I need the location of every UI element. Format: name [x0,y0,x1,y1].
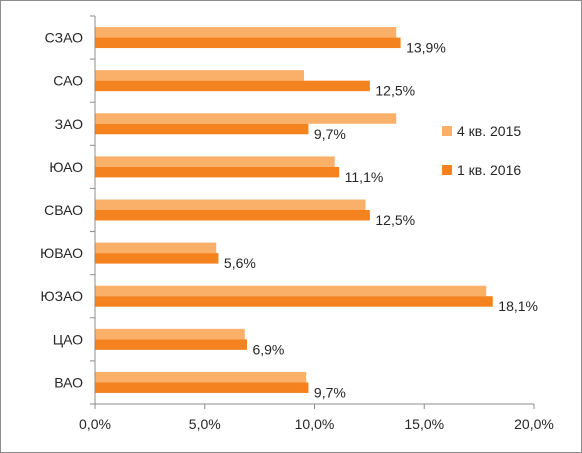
bar-q4-2015 [95,371,307,383]
x-tick-label: 15,0% [404,416,444,432]
legend-swatch [442,165,452,175]
legend-swatch [442,126,452,136]
bar-q4-2015 [95,199,366,210]
data-label: 5,6% [224,255,256,271]
legend-label: 1 кв. 2016 [457,162,521,178]
category-label: САО [53,73,83,89]
bar-q1-2016 [95,339,247,350]
category-label: СВАО [44,202,83,218]
bar-q1-2016 [95,37,401,49]
category-label: ЮЗАО [40,288,83,304]
data-label: 6,9% [252,341,284,357]
legend-label: 4 кв. 2015 [457,123,521,139]
category-label: ЮАО [49,159,83,175]
category-label: ВАО [54,374,83,390]
x-tick-label: 20,0% [514,416,554,432]
data-label: 12,5% [375,212,415,228]
bar-q1-2016 [95,166,340,178]
bar-q1-2016 [95,210,370,221]
data-label: 9,7% [314,384,346,400]
category-label: СЗАО [45,30,83,46]
category-label: ЦАО [53,331,83,347]
data-label: 11,1% [345,169,384,185]
x-tick-label: 0,0% [79,416,111,432]
bar-q4-2015 [95,285,487,297]
data-label: 18,1% [498,298,538,314]
category-label: ЮВАО [40,245,83,261]
bar-q1-2016 [95,296,493,307]
data-label: 12,5% [375,83,415,99]
bar-q4-2015 [95,328,245,340]
bar-q4-2015 [95,70,305,81]
category-label: ЗАО [55,116,83,132]
data-label: 13,9% [406,40,446,56]
bar-q1-2016 [95,80,370,92]
bar-q1-2016 [95,382,309,393]
bar-q1-2016 [95,123,309,135]
bar-q4-2015 [95,27,397,38]
bar-q4-2015 [95,156,335,167]
data-label: 9,7% [314,126,346,142]
bar-q4-2015 [95,113,397,124]
x-tick-label: 10,0% [295,416,335,432]
bar-q4-2015 [95,242,217,254]
bar-q1-2016 [95,253,219,264]
x-tick-label: 5,0% [189,416,221,432]
